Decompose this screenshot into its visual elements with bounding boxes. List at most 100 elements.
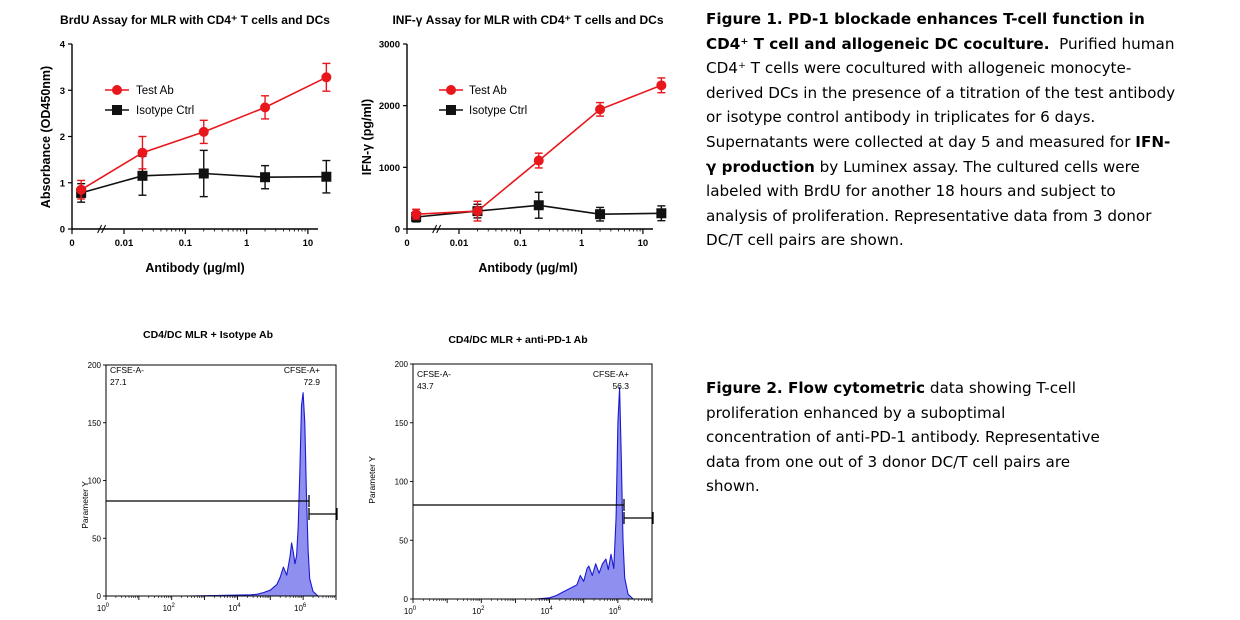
flow-isotype-y-tick-label: 150: [88, 419, 102, 428]
brdu-x-axis-break: [101, 224, 107, 234]
ifng-legend-label-test: Test Ab: [469, 85, 507, 97]
flow-pd1-x-tick-base: 10: [472, 607, 481, 616]
brdu-x-axis-break: [97, 224, 103, 234]
flow-pd1-x-tick-exponent: 4: [549, 606, 553, 612]
flow-pd1-x-tick-base: 10: [609, 607, 618, 616]
flow-isotype-histogram: [105, 392, 337, 597]
brdu-y-tick-label: 1: [60, 178, 66, 189]
ifng-plot-area: 0 1000 2000 3000 0 0.01 0.1 1 10: [379, 40, 667, 249]
flow-isotype-y-tick-label: 200: [88, 361, 102, 370]
brdu-point-iso: [198, 168, 209, 179]
brdu-legend-marker-iso: [112, 105, 122, 115]
ifng-y-tick-label: 3000: [379, 40, 400, 51]
flow-pd1-title: CD4/DC MLR + anti-PD-1 Ab: [448, 334, 587, 346]
flow-isotype-x-tick-base: 10: [294, 604, 303, 613]
ifng-x-axis-break: [436, 224, 442, 234]
flow-isotype-x-tick-label: 100: [97, 603, 110, 613]
ifng-x-tick-label: 0: [404, 238, 409, 249]
brdu-point-test: [260, 102, 271, 113]
ifng-legend-marker-test: [446, 85, 456, 95]
brdu-y-axis-label: Absorbance (OD450nm): [39, 66, 53, 208]
ifng-chart-title: INF-γ Assay for MLR with CD4⁺ T cells an…: [392, 13, 663, 27]
brdu-x-axis-label: Antibody (μg/ml): [145, 261, 244, 275]
ifng-chart: INF-γ Assay for MLR with CD4⁺ T cells an…: [350, 0, 700, 290]
ifng-y-axis-label: IFN-γ (pg/ml): [360, 99, 374, 175]
brdu-chart-svg: BrdU Assay for MLR with CD4⁺ T cells and…: [39, 13, 332, 275]
ifng-point-test: [595, 104, 606, 115]
flow-isotype-gate-pos-value: 72.9: [303, 377, 320, 387]
flow-pd1-chart: CD4/DC MLR + anti-PD-1 Ab Parameter Y 0 5…: [350, 320, 700, 620]
ifng-chart-svg: INF-γ Assay for MLR with CD4⁺ T cells an…: [360, 13, 667, 275]
brdu-legend-label-test: Test Ab: [136, 85, 174, 97]
ifng-x-axis-label: Antibody (μg/ml): [478, 261, 577, 275]
flow-pd1-gate-pos-name: CFSE-A+: [593, 369, 629, 379]
ifng-point-iso: [595, 209, 606, 220]
ifng-legend-label-iso: Isotype Ctrl: [469, 105, 527, 117]
flow-isotype-y-tick-label: 50: [92, 534, 101, 543]
flow-pd1-x-tick-exponent: 2: [481, 606, 485, 612]
brdu-x-tick-label: 10: [303, 238, 314, 249]
brdu-x-tick-label: 1: [244, 238, 250, 249]
flow-pd1-y-label: Parameter Y: [367, 456, 377, 504]
ifng-point-iso: [533, 200, 544, 211]
flow-isotype-gate-pos-name: CFSE-A+: [284, 365, 320, 375]
flow-isotype-x-tick-exponent: 2: [171, 603, 175, 609]
ifng-point-test: [411, 209, 422, 220]
figure1-caption-label: Figure 1. PD-1 blockade enhances T-cell …: [706, 10, 1145, 53]
ifng-legend-marker-iso: [446, 105, 456, 115]
flow-pd1-y-tick-label: 100: [395, 478, 409, 487]
brdu-point-test: [321, 72, 332, 83]
brdu-legend: Test Ab Isotype Ctrl: [105, 85, 194, 117]
flow-pd1-x-tick-exponent: 6: [618, 606, 622, 612]
flow-isotype-x-tick-exponent: 0: [106, 603, 110, 609]
flow-pd1-y-tick-label: 200: [395, 360, 409, 369]
brdu-y-tick-label: 0: [60, 225, 65, 236]
flow-isotype-x-tick-label: 102: [163, 603, 176, 613]
ifng-legend: Test Ab Isotype Ctrl: [439, 85, 527, 117]
brdu-y-tick-label: 3: [60, 86, 65, 97]
flow-pd1-gate-neg-value: 43.7: [417, 381, 434, 391]
figure1-caption: Figure 1. PD-1 blockade enhances T-cell …: [706, 7, 1176, 253]
brdu-point-test: [198, 126, 209, 137]
brdu-chart: BrdU Assay for MLR with CD4⁺ T cells and…: [0, 0, 350, 290]
brdu-chart-title: BrdU Assay for MLR with CD4⁺ T cells and…: [60, 13, 330, 27]
flow-pd1-histogram: [412, 386, 653, 600]
flow-isotype-title: CD4/DC MLR + Isotype Ab: [143, 329, 273, 341]
brdu-legend-marker-test: [112, 85, 122, 95]
flow-isotype-x-tick-base: 10: [163, 604, 172, 613]
flow-pd1-x-tick-base: 10: [404, 607, 413, 616]
brdu-plot-area: 0 1 2 3 4 0 0.01 0.1 1 10: [60, 40, 332, 249]
flow-pd1-x-tick-base: 10: [540, 607, 549, 616]
brdu-x-tick-label: 0.01: [115, 238, 134, 249]
ifng-x-tick-label: 0.01: [450, 238, 469, 249]
flow-isotype-y-tick-label: 100: [88, 477, 102, 486]
flow-isotype-x-tick-label: 106: [294, 603, 307, 613]
ifng-y-tick-label: 2000: [379, 101, 400, 112]
flow-isotype-x-tick-exponent: 4: [237, 603, 241, 609]
flow-pd1-svg: CD4/DC MLR + anti-PD-1 Ab Parameter Y 0 5…: [367, 334, 654, 616]
flow-pd1-gate-neg-name: CFSE-A-: [417, 369, 451, 379]
flow-isotype-x-tick-base: 10: [228, 604, 237, 613]
ifng-point-test: [472, 206, 483, 217]
brdu-x-tick-label: 0.1: [179, 238, 193, 249]
ifng-x-tick-label: 0.1: [514, 238, 528, 249]
figure1-caption-text-2: by Luminex assay. The cultured cells wer…: [706, 157, 1152, 250]
ifng-point-iso: [656, 208, 667, 219]
ifng-y-tick-label: 0: [395, 225, 400, 236]
brdu-point-iso: [321, 171, 332, 182]
brdu-y-tick-label: 4: [60, 40, 66, 51]
flow-isotype-x-tick-label: 104: [228, 603, 241, 613]
ifng-x-tick-label: 1: [579, 238, 585, 249]
flow-pd1-x-tick-exponent: 0: [413, 606, 417, 612]
brdu-y-tick-label: 2: [60, 132, 65, 143]
flow-pd1-x-tick-label: 100: [404, 606, 417, 616]
flow-isotype-y-label: Parameter Y: [80, 481, 90, 529]
ifng-y-tick-label: 1000: [379, 163, 400, 174]
flow-isotype-chart: CD4/DC MLR + Isotype Ab Parameter Y 0 50 1…: [0, 320, 350, 620]
flow-pd1-y-tick-label: 50: [399, 536, 408, 545]
flow-pd1-x-tick-label: 102: [472, 606, 485, 616]
flow-pd1-y-tick-label: 0: [404, 595, 409, 604]
flow-isotype-y-tick-label: 0: [97, 592, 102, 601]
